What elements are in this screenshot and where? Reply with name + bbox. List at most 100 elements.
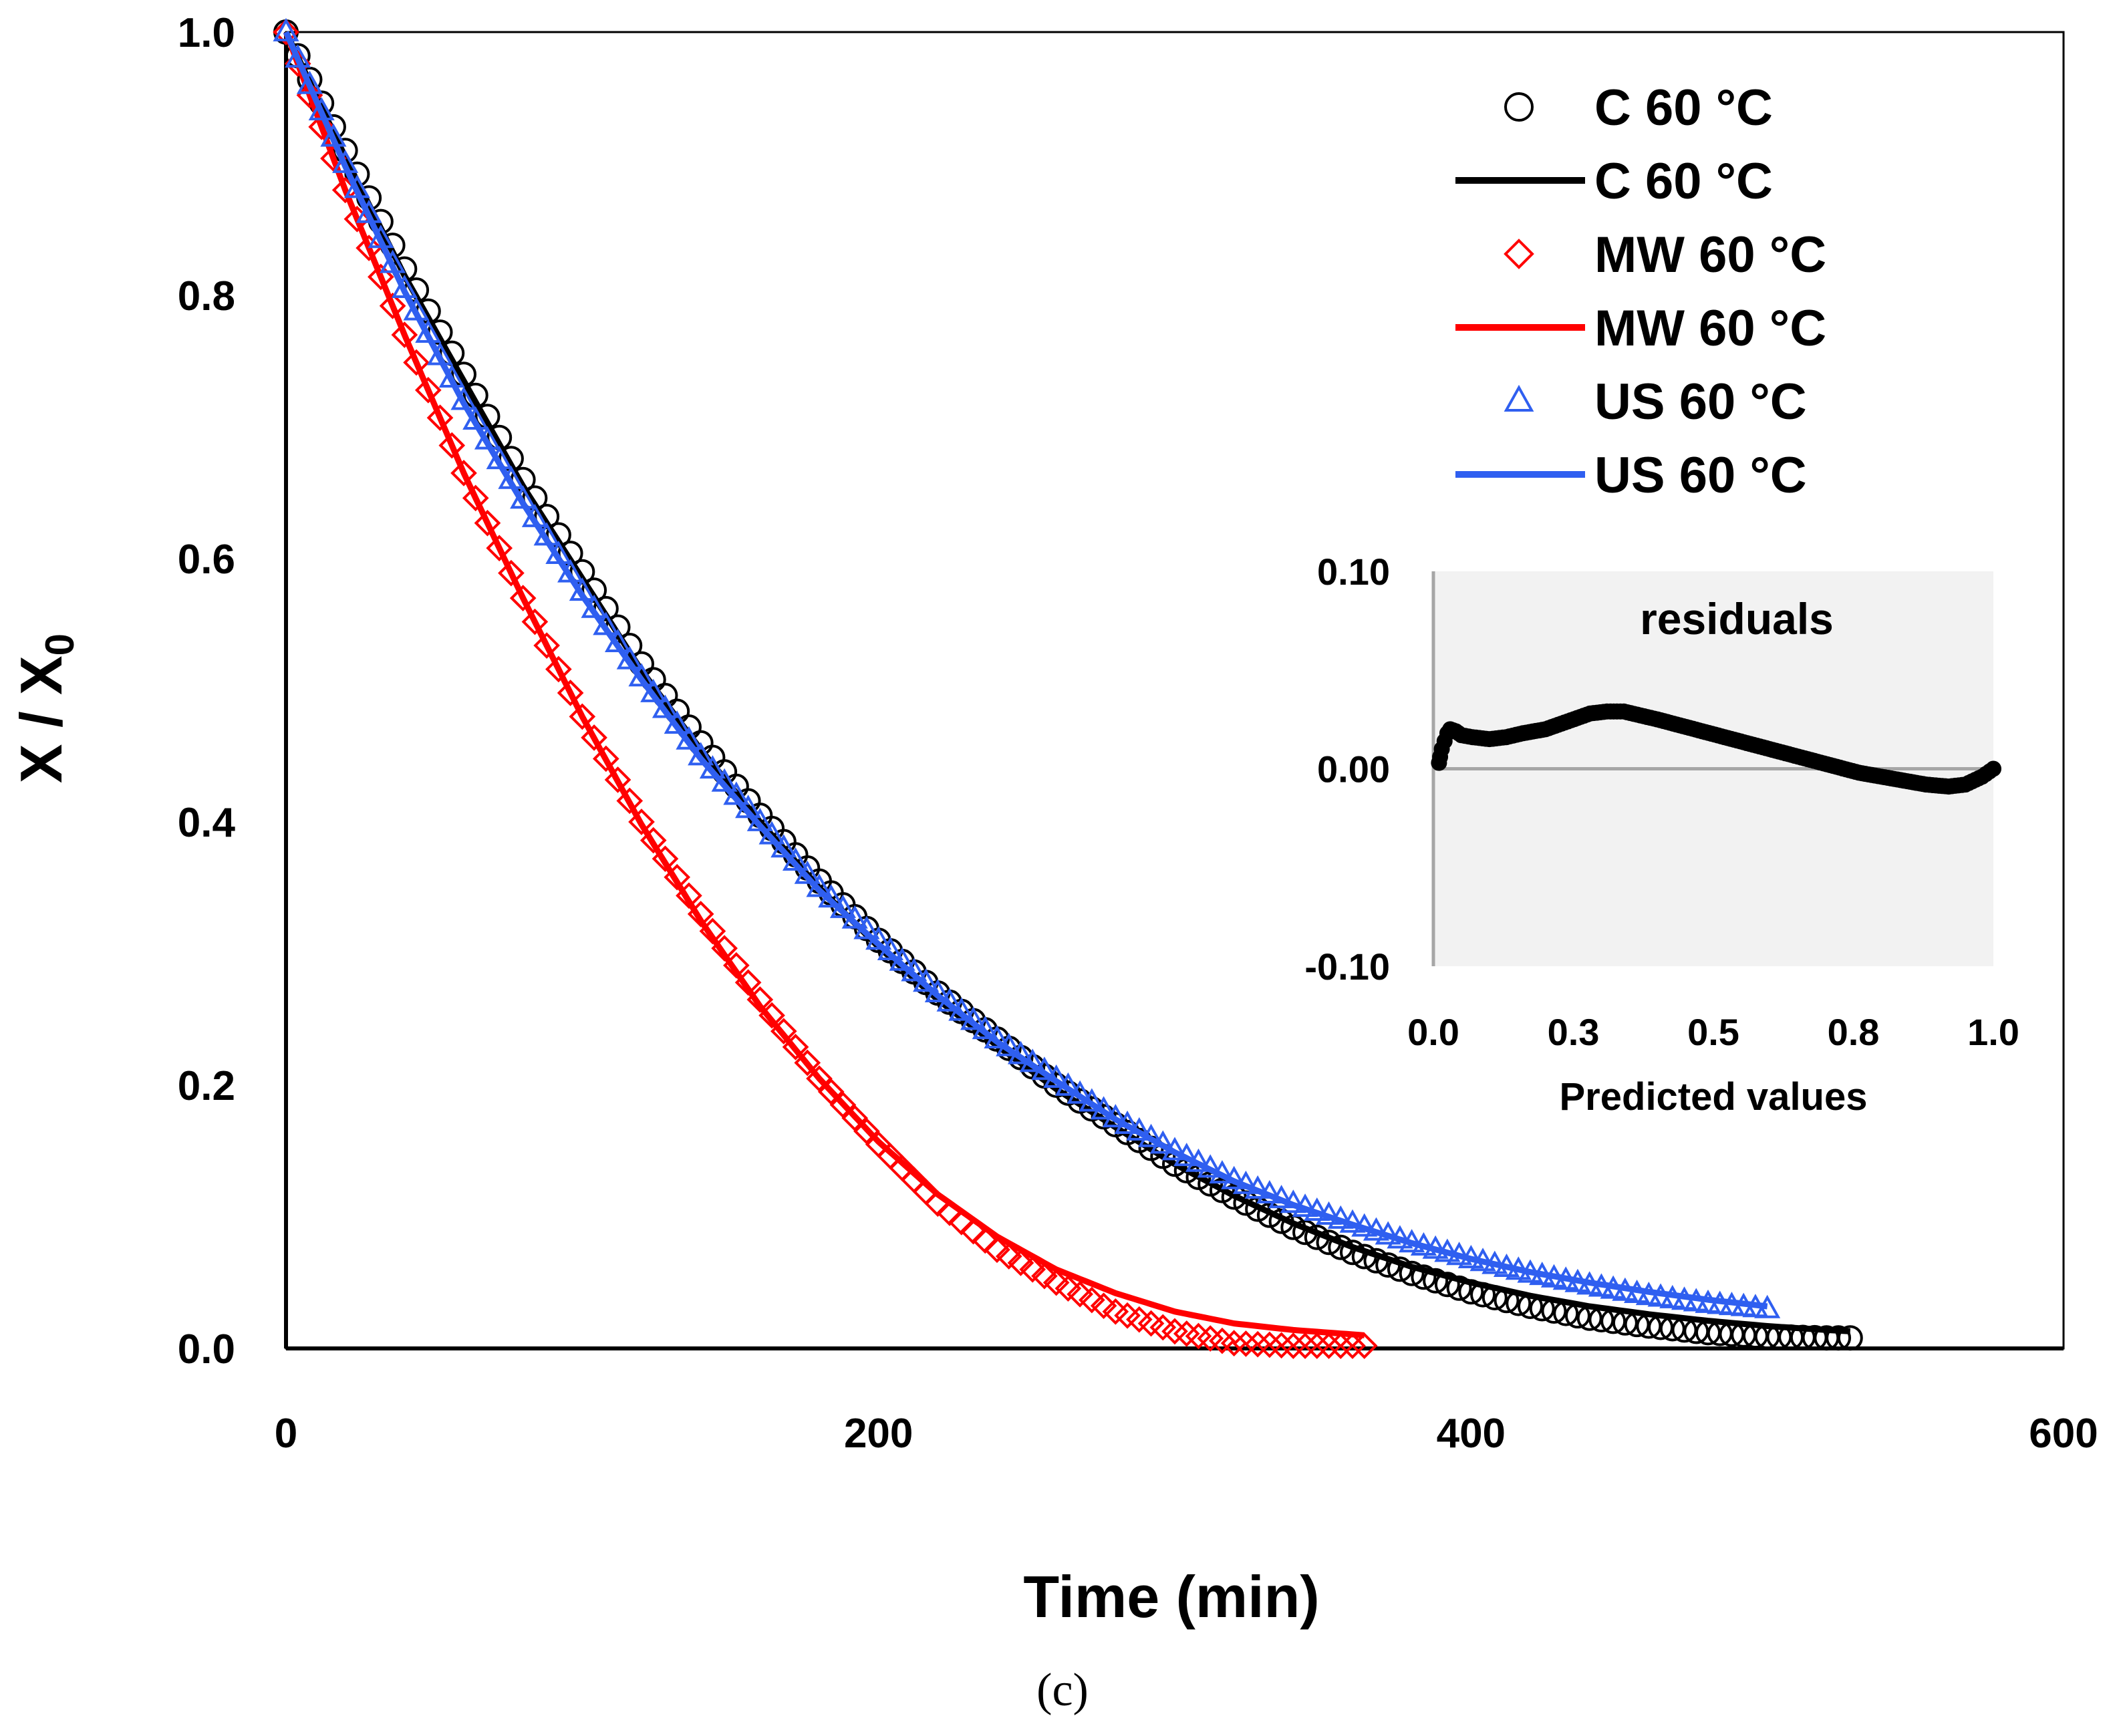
residuals-inset: residuals -0.10 0.00 0.10 0.0 0.3 0.5 0.8 1.0 Pre… (1304, 551, 2019, 1119)
data-point-marker (1220, 1330, 1248, 1356)
legend-marker-swatch (1504, 384, 1534, 412)
data-point-marker (1399, 1260, 1425, 1286)
inset-title: residuals (1640, 594, 1834, 643)
legend-label: C 60 °C (1594, 153, 1773, 210)
data-point-marker (1292, 1332, 1318, 1359)
data-point-marker (984, 1236, 1010, 1264)
data-point-marker (1280, 1332, 1307, 1359)
data-point-marker (1090, 1292, 1117, 1320)
legend-label: US 60 °C (1594, 447, 1807, 504)
inset-x-tick-label: 0.5 (1687, 1011, 1739, 1053)
data-point-marker (379, 292, 406, 319)
data-point-marker (604, 766, 631, 793)
data-point-marker (1327, 1332, 1355, 1359)
data-point-marker (995, 1243, 1022, 1270)
data-point-marker (1054, 1275, 1082, 1302)
inset-x-tick-label: 0.8 (1828, 1011, 1880, 1053)
data-point-marker (273, 17, 299, 41)
legend-label: C 60 °C (1594, 80, 1773, 136)
y-axis-title-main: X / X (8, 656, 74, 783)
inset-x-tick-label: 0.3 (1548, 1011, 1600, 1053)
y-axis-title-subscript: 0 (37, 633, 82, 656)
data-point-marker (273, 19, 299, 45)
data-point-marker (829, 1091, 857, 1119)
data-point-marker (450, 460, 477, 486)
data-point-marker (1411, 1264, 1437, 1290)
data-point-marker (1031, 1262, 1058, 1290)
series-3-line (283, 31, 1365, 1338)
data-point-marker (533, 632, 560, 659)
data-point-marker (1256, 1331, 1283, 1358)
data-point-marker (343, 205, 371, 233)
data-point-marker (569, 703, 596, 730)
data-point-marker (403, 349, 430, 376)
y-tick-label: 0.8 (178, 273, 235, 319)
data-point-marker (414, 377, 442, 404)
data-point-marker (1303, 1332, 1330, 1359)
inset-y-tick-label: 0.00 (1317, 748, 1390, 790)
data-point-marker (1221, 1184, 1247, 1210)
data-point-marker (545, 656, 572, 683)
data-point-marker (1315, 1332, 1343, 1359)
data-point-marker (557, 680, 584, 706)
data-point-marker (1351, 1332, 1378, 1359)
data-point-marker (1434, 1272, 1460, 1298)
x-axis-title: Time (min) (1023, 1564, 1319, 1630)
data-point-marker (1209, 1177, 1235, 1203)
data-point-marker (1019, 1256, 1046, 1283)
y-tick-label: 1.0 (178, 10, 235, 56)
data-point-marker (356, 235, 382, 261)
data-point-marker (841, 1105, 869, 1132)
inset-y-tick-label: 0.10 (1317, 551, 1390, 593)
data-point-marker (1244, 1330, 1271, 1358)
legend-label: MW 60 °C (1594, 300, 1826, 357)
data-point-marker (1268, 1332, 1295, 1359)
data-point-marker (853, 1118, 880, 1145)
y-axis-title: X / X0 (8, 633, 82, 783)
main-plot: 0 200 400 600 0.0 0.2 0.4 0.6 0.8 1.0 (178, 10, 2098, 1457)
data-point-marker (1826, 1325, 1852, 1351)
data-point-marker (509, 585, 537, 611)
data-point-marker (1067, 1281, 1093, 1308)
data-point-marker (806, 1065, 833, 1092)
y-tick-label: 0.0 (178, 1326, 235, 1372)
data-point-marker (1079, 1286, 1105, 1314)
data-point-marker (1042, 1269, 1070, 1296)
data-point-marker (474, 509, 501, 537)
data-point-marker (817, 1078, 845, 1105)
data-point-marker (616, 787, 644, 815)
data-point-marker (1007, 1250, 1034, 1276)
y-tick-label: 0.6 (178, 537, 235, 583)
residual-point (1985, 760, 2001, 777)
legend: C 60 °C C 60 °C MW 60 °C MW 60 °C US 60 °C US… (1455, 80, 1826, 504)
data-point-marker (628, 809, 655, 835)
legend-label: US 60 °C (1594, 374, 1807, 430)
series-5-line (283, 31, 1768, 1310)
data-point-marker (1423, 1268, 1449, 1294)
data-point-marker (1339, 1332, 1366, 1359)
data-point-marker (581, 724, 607, 751)
inset-x-axis-title: Predicted values (1560, 1075, 1868, 1119)
data-point-marker (391, 321, 418, 348)
x-tick-label: 600 (2029, 1411, 2098, 1457)
x-tick-label: 400 (1437, 1411, 1506, 1457)
data-point-marker (426, 404, 454, 432)
data-point-marker (521, 608, 549, 635)
series-line-path (283, 31, 1365, 1338)
data-point-marker (486, 535, 513, 562)
inset-x-tick-label: 0.0 (1407, 1011, 1459, 1053)
data-point-marker (1837, 1325, 1863, 1351)
inset-y-tick-label: -0.10 (1304, 946, 1390, 988)
inset-series-0 (1431, 703, 2001, 795)
legend-marker-swatch (1504, 92, 1534, 122)
x-tick-label: 0 (275, 1411, 297, 1457)
data-point-marker (438, 432, 466, 459)
y-tick-label: 0.4 (178, 800, 236, 846)
figure-caption: (c) (1036, 1665, 1089, 1716)
inset-x-tick-label: 1.0 (1967, 1011, 2019, 1053)
data-point-marker (592, 745, 619, 772)
legend-marker-swatch (1504, 239, 1534, 269)
data-point-marker (462, 484, 489, 512)
data-point-marker (498, 559, 525, 587)
